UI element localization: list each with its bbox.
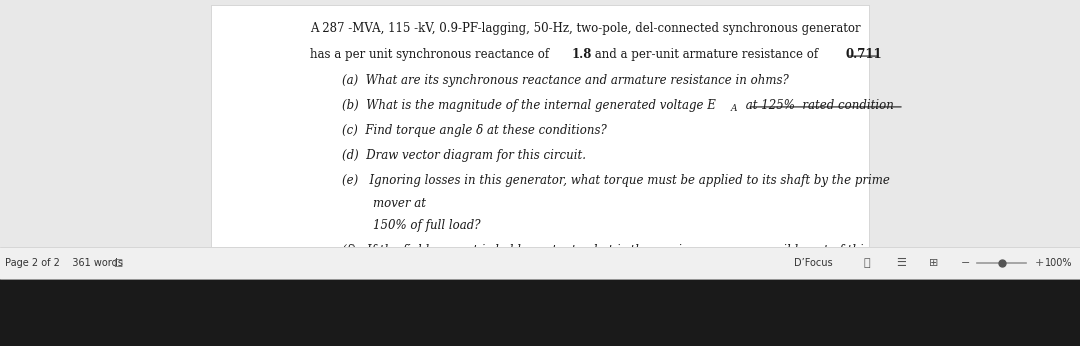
Text: ☰: ☰ (896, 258, 906, 268)
FancyBboxPatch shape (0, 279, 1080, 346)
Text: 100%: 100% (1045, 258, 1072, 268)
Text: 1.8: 1.8 (571, 48, 592, 62)
Text: ⎕: ⎕ (864, 258, 870, 268)
Text: mover at: mover at (373, 197, 426, 210)
Text: −: − (961, 258, 971, 268)
Text: ⊞: ⊞ (929, 258, 939, 268)
Text: A 287 -MVA, 115 -kV, 0.9-PF-lagging, 50-Hz, two-pole, del-connected synchronous : A 287 -MVA, 115 -kV, 0.9-PF-lagging, 50-… (310, 22, 861, 36)
Text: □: □ (113, 258, 123, 268)
Text: A: A (731, 104, 738, 113)
Text: D’Focus: D’Focus (794, 258, 833, 268)
Text: (f)   If the field current is held constant, what is the maximum power possible : (f) If the field current is held constan… (342, 244, 869, 257)
Text: 150% of full load?: 150% of full load? (373, 219, 481, 232)
Text: (b)  What is the magnitude of the internal generated voltage E: (b) What is the magnitude of the interna… (342, 99, 716, 112)
Text: generator?│: generator?│ (373, 266, 445, 281)
Text: (c)  Find torque angle δ at these conditions?: (c) Find torque angle δ at these conditi… (342, 124, 607, 137)
FancyBboxPatch shape (211, 5, 869, 279)
Text: (d)  Draw vector diagram for this circuit.: (d) Draw vector diagram for this circuit… (342, 149, 586, 162)
Text: and a per-unit armature resistance of: and a per-unit armature resistance of (591, 48, 822, 62)
Text: (a)  What are its synchronous reactance and armature resistance in ohms?: (a) What are its synchronous reactance a… (342, 74, 789, 88)
Text: +: + (1035, 258, 1044, 268)
Text: (e)   Ignoring losses in this generator, what torque must be applied to its shaf: (e) Ignoring losses in this generator, w… (342, 174, 890, 187)
Text: has a per unit synchronous reactance of: has a per unit synchronous reactance of (310, 48, 553, 62)
Text: Page 2 of 2    361 words: Page 2 of 2 361 words (5, 258, 123, 268)
FancyBboxPatch shape (0, 247, 1080, 279)
Text: at 125%  rated condition: at 125% rated condition (742, 99, 894, 112)
Text: 0.711: 0.711 (846, 48, 882, 62)
